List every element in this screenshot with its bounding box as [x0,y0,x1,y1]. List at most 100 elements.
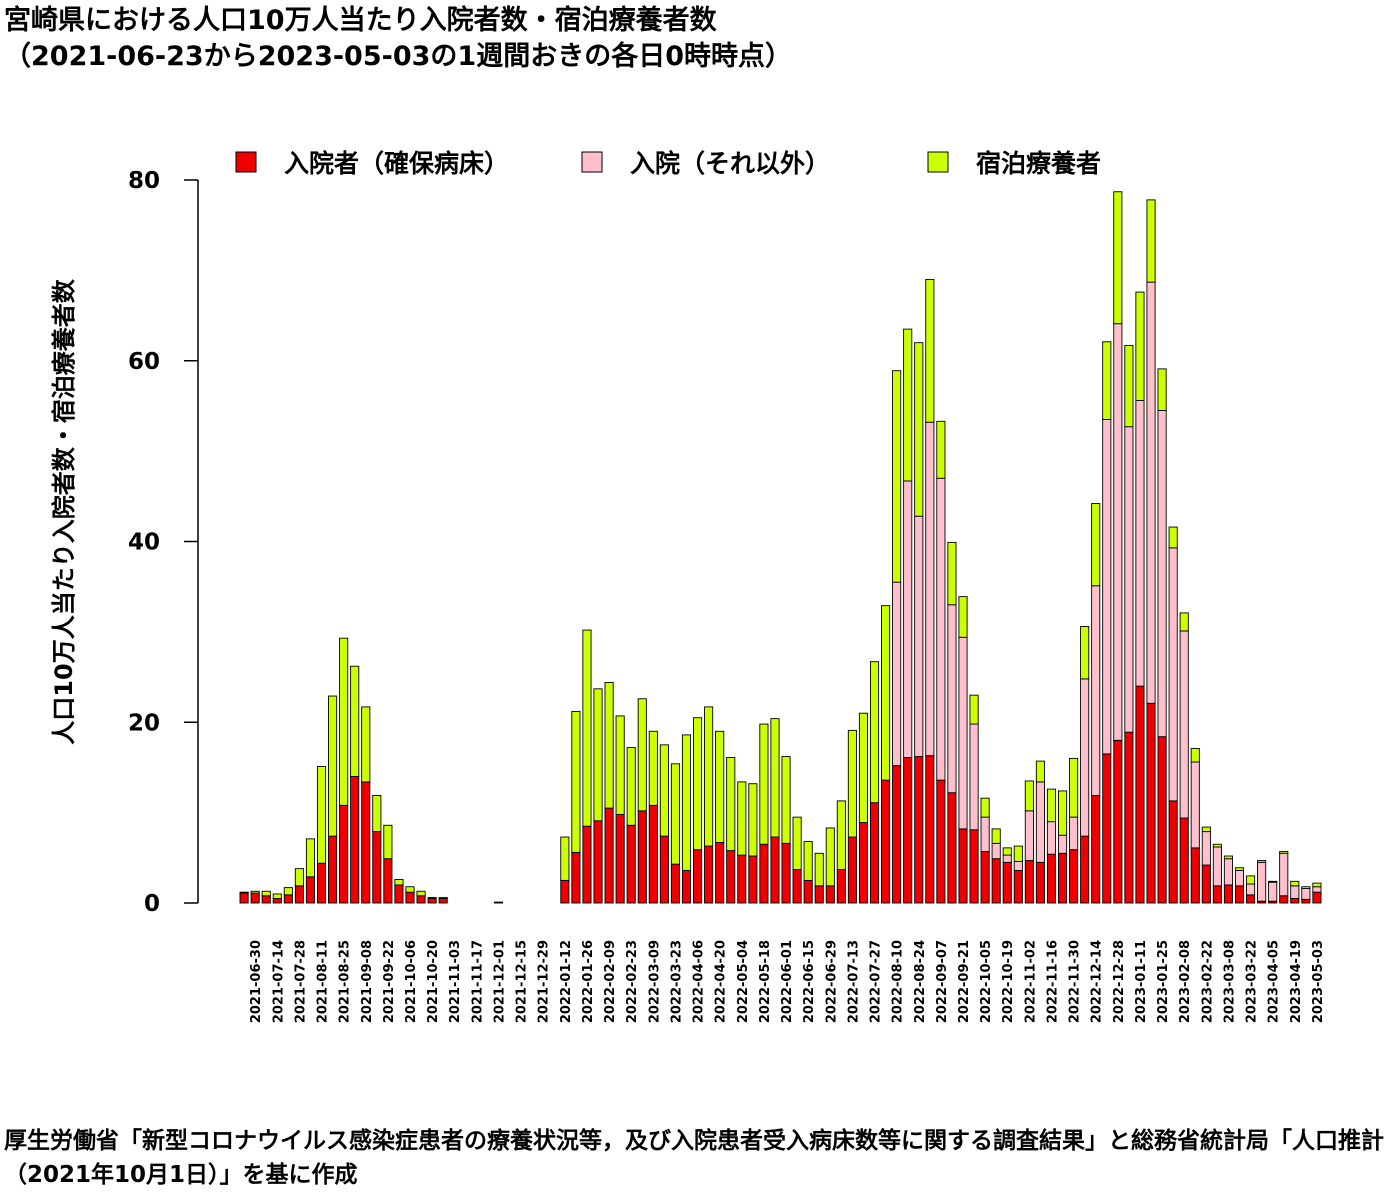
bar-segment-other-2022-11-09 [1035,781,1045,863]
bar-segment-hotel-2023-03-15 [1234,867,1245,871]
y-tick-label: 0 [144,891,160,917]
x-tick-label: 2023-02-22 [1200,940,1215,1023]
bar-segment-other-2022-09-21 [958,636,968,830]
bar-segment-secured-2022-10-05 [980,851,990,904]
bar-segment-secured-2022-08-10 [892,765,902,904]
bar-segment-secured-2023-03-01 [1212,885,1222,904]
legend-swatch [927,151,949,173]
legend-swatch [581,151,603,173]
bar-segment-hotel-2022-10-05 [980,797,990,818]
x-tick-label: 2022-03-23 [669,940,684,1023]
x-tick-label: 2022-04-06 [692,940,707,1023]
bar-segment-secured-2022-07-20 [858,822,869,904]
bar-segment-hotel-2022-10-26 [1013,845,1023,862]
bar-segment-other-2023-02-15 [1190,761,1200,849]
x-tick-label: 2022-03-09 [647,940,662,1023]
bar-segment-other-2023-03-01 [1212,846,1222,887]
bar-segment-other-2023-05-03 [1312,886,1322,893]
bar-segment-hotel-2023-03-01 [1212,843,1222,848]
bar-segment-hotel-2022-01-26 [582,629,592,827]
bar-segment-secured-2021-07-07 [261,895,271,904]
bar-segment-secured-2021-09-08 [361,781,371,904]
x-tick-label: 2023-03-08 [1222,940,1237,1023]
bar-segment-secured-2023-05-03 [1312,891,1322,904]
bar-segment-secured-2022-01-12 [560,879,570,904]
x-tick-label: 2023-04-05 [1267,940,1282,1023]
bar-segment-secured-2022-05-25 [770,836,780,904]
bar-segment-hotel-2022-01-12 [560,836,570,881]
bar-segment-secured-2021-10-20 [427,898,437,904]
x-tick-label: 2022-12-14 [1090,940,1105,1023]
bar-segment-secured-2022-04-06 [693,849,703,904]
bar-segment-secured-2022-04-13 [704,845,714,904]
bar-segment-hotel-2021-09-29 [394,879,404,886]
bar-segment-other-2022-11-30 [1069,816,1079,851]
x-tick-label: 2022-06-15 [802,940,817,1023]
bar-segment-hotel-2021-07-14 [272,893,282,899]
bar-segment-secured-2021-09-22 [383,858,393,904]
bar-segment-secured-2023-01-25 [1157,736,1167,904]
x-tick-label: 2021-07-28 [293,940,308,1023]
bar-segment-hotel-2021-07-28 [294,868,304,887]
bar-segment-other-2023-04-19 [1290,885,1300,899]
bar-segment-other-2023-03-15 [1234,870,1245,887]
bar-segment-secured-2022-08-17 [903,757,913,904]
bar-segment-other-2022-10-19 [1002,854,1012,863]
bar-segment-hotel-2022-06-01 [781,756,791,844]
bar-segment-hotel-2021-09-15 [372,795,382,833]
bar-segment-hotel-2022-07-13 [847,729,857,838]
bar-segment-secured-2022-10-19 [1002,861,1012,904]
bar-segment-hotel-2022-04-13 [704,706,714,847]
bar-segment-secured-2022-02-02 [593,820,603,904]
x-tick-label: 2022-01-26 [581,940,596,1023]
bar-segment-secured-2023-04-12 [1279,895,1289,904]
x-tick-label: 2022-09-21 [957,940,972,1023]
bar-segment-secured-2021-06-23 [239,892,249,904]
bar-segment-hotel-2022-03-30 [681,734,692,871]
bar-segment-hotel-2022-12-21 [1102,341,1112,420]
x-tick-label: 2022-11-16 [1045,940,1060,1023]
bar-segment-other-2023-03-08 [1223,858,1233,886]
bar-segment-other-2022-09-14 [947,604,957,794]
bar-segment-hotel-2023-02-01 [1168,526,1178,549]
bar-segment-secured-2023-04-19 [1290,898,1300,904]
bar-segment-hotel-2022-09-07 [936,420,946,479]
bar-segment-hotel-2022-05-18 [759,723,769,845]
bar-segment-secured-2022-03-09 [648,804,658,904]
x-tick-label: 2021-12-29 [537,940,552,1023]
legend-label: 入院（それ以外） [630,149,830,178]
bar-segment-hotel-2022-07-06 [836,800,846,871]
bar-segment-secured-2022-09-21 [958,828,968,904]
bar-segment-secured-2022-05-11 [748,855,758,904]
bar-segment-other-2023-02-08 [1179,630,1189,819]
bar-segment-secured-2021-12-01 [493,901,504,904]
bar-segment-hotel-2023-04-26 [1301,886,1311,889]
bar-segment-hotel-2022-02-23 [626,747,636,826]
bar-segment-hotel-2022-02-16 [615,715,625,815]
x-tick-label: 2021-10-06 [404,940,419,1023]
bar-segment-secured-2021-09-01 [350,776,360,904]
legend: 入院者（確保病床） 入院（それ以外） 宿泊療養者 [235,149,1101,178]
bar-segment-hotel-2022-04-06 [693,717,703,851]
x-tick-label: 2023-02-08 [1178,940,1193,1023]
bar-segment-hotel-2021-07-21 [283,887,293,896]
bar-segment-secured-2023-03-15 [1234,885,1245,904]
bar-segment-other-2023-04-05 [1268,881,1278,902]
bar-segment-secured-2022-06-22 [814,885,824,904]
x-tick-label: 2022-11-02 [1023,940,1038,1023]
bar-segment-secured-2022-01-19 [571,851,581,904]
bar-segment-secured-2021-06-30 [250,892,260,904]
bar-segment-hotel-2022-10-12 [991,828,1001,844]
x-tick-label: 2021-06-30 [249,940,264,1023]
bar-segment-secured-2023-04-26 [1301,898,1311,904]
source-note: 厚生労働省「新型コロナウイルス感染症患者の療養状況等，及び入院患者受入病床数等に… [4,1128,1384,1188]
bar-segment-hotel-2022-09-14 [947,541,957,606]
bar-segment-hotel-2022-09-21 [958,596,968,638]
y-axis: 0 20 40 60 80 [128,168,199,917]
x-tick-label: 2021-11-17 [470,940,485,1023]
bar-segment-hotel-2022-08-31 [925,278,935,423]
chart-title: 宮崎県における人口10万人当たり入院者数・宿泊療養者数 [4,5,717,36]
bar-segment-secured-2022-06-01 [781,842,791,904]
bar-segment-hotel-2021-08-25 [339,637,349,806]
bar-segment-hotel-2022-11-09 [1035,760,1045,783]
